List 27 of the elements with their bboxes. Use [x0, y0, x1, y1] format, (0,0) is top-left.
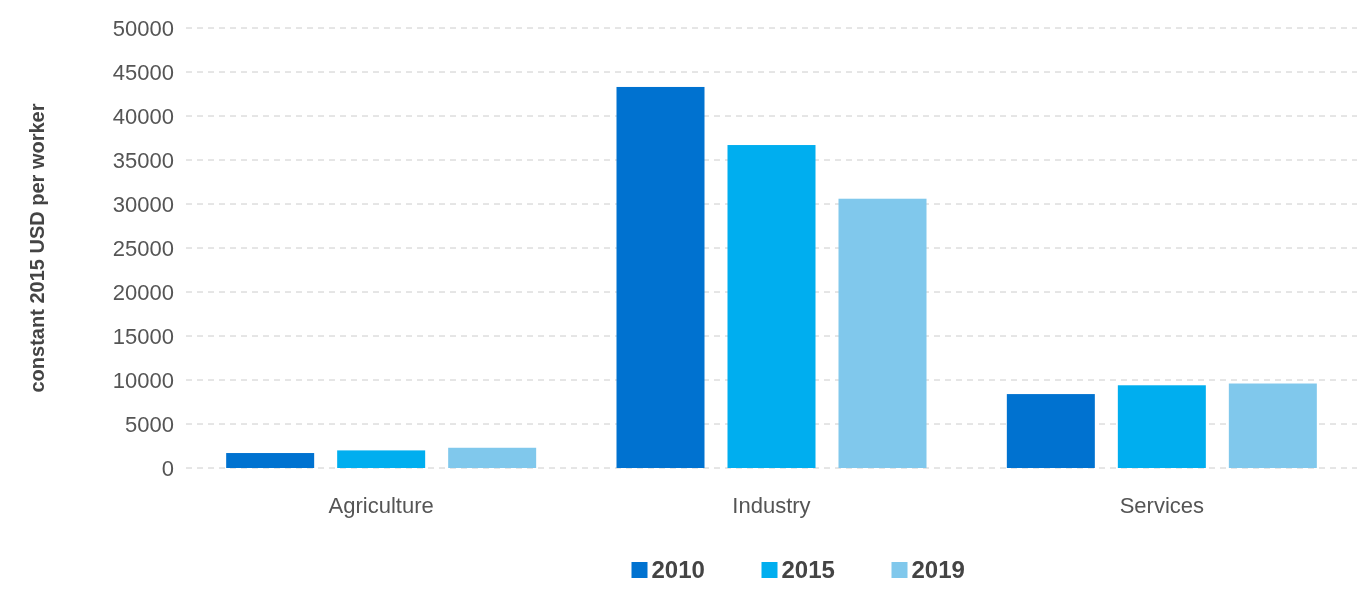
- y-tick-label: 15000: [112, 323, 174, 349]
- bar: [226, 453, 315, 468]
- y-tick-label: 25000: [112, 235, 174, 261]
- y-axis-title: constant 2015 USD per worker: [26, 103, 48, 393]
- x-tick-label: Industry: [732, 493, 811, 518]
- y-tick-label: 10000: [112, 367, 174, 393]
- bar: [1006, 394, 1095, 468]
- x-tick-label: Services: [1119, 493, 1205, 518]
- y-tick-label: 50000: [112, 15, 174, 41]
- bar: [448, 447, 537, 468]
- legend-label: 2015: [781, 556, 835, 583]
- y-tick-label: 0: [161, 455, 174, 481]
- bar: [838, 198, 927, 468]
- y-tick-label: 35000: [112, 147, 174, 173]
- bar: [337, 450, 426, 468]
- x-tick-label: Agriculture: [328, 493, 434, 518]
- y-tick-label: 40000: [112, 103, 174, 129]
- bar: [1117, 385, 1206, 468]
- legend-label: 2019: [911, 556, 965, 583]
- bar: [727, 145, 816, 468]
- y-tick-label: 20000: [112, 279, 174, 305]
- y-tick-label: 30000: [112, 191, 174, 217]
- y-tick-label: 45000: [112, 59, 174, 85]
- bar: [1228, 383, 1317, 468]
- legend-label: 2010: [651, 556, 705, 583]
- bar: [616, 86, 705, 468]
- y-tick-label: 5000: [125, 411, 174, 437]
